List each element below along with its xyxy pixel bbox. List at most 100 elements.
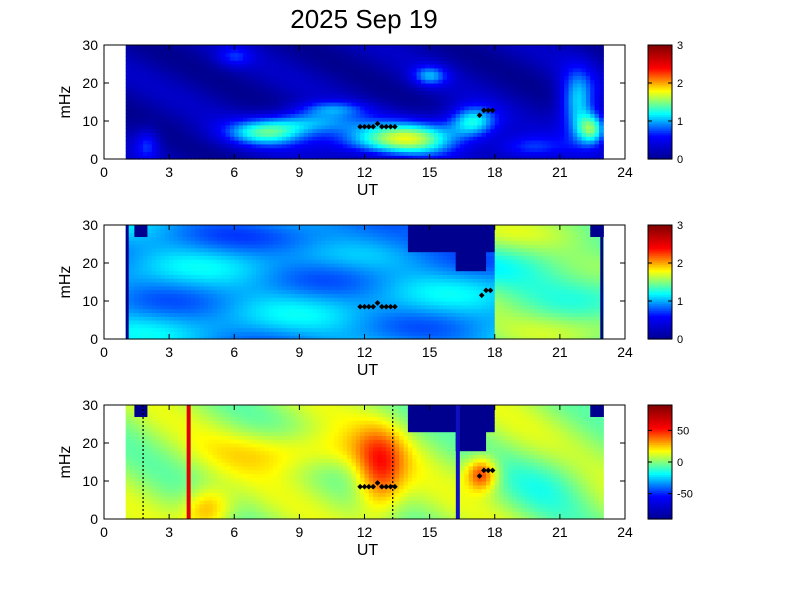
heatmap-cell	[572, 45, 578, 50]
heatmap-cell	[581, 143, 587, 149]
colorbar-segment	[648, 96, 672, 100]
heatmap-cell	[260, 75, 266, 80]
heatmap-cell	[156, 56, 162, 61]
heatmap-cell	[325, 132, 331, 137]
heatmap-cell	[134, 270, 140, 275]
heatmap-cell	[195, 323, 201, 329]
heatmap-cell	[130, 304, 135, 310]
heatmap-cell	[238, 136, 244, 141]
heatmap-cell	[325, 151, 331, 156]
heatmap-cell	[533, 90, 539, 95]
heatmap-cell	[420, 124, 426, 130]
heatmap-cell	[329, 143, 335, 149]
heatmap-cell	[234, 247, 240, 253]
heatmap-cell	[329, 232, 335, 237]
heatmap-cell	[303, 255, 309, 260]
heatmap-cell	[164, 327, 170, 332]
heatmap-cell	[277, 240, 283, 245]
heatmap-cell	[464, 67, 470, 73]
heatmap-cell	[360, 60, 366, 65]
heatmap-cell	[325, 136, 331, 141]
heatmap-cell	[290, 98, 296, 103]
heatmap-cell	[399, 98, 405, 103]
heatmap-cell	[564, 124, 570, 130]
heatmap-cell	[407, 155, 413, 160]
heatmap-cell	[446, 132, 452, 137]
heatmap-cell	[138, 232, 144, 237]
heatmap-cell	[420, 128, 426, 133]
heatmap-cell	[255, 98, 261, 103]
heatmap-cell	[221, 320, 227, 325]
heatmap-cell	[156, 301, 162, 306]
heatmap-cell	[234, 240, 240, 245]
heatmap-cell	[451, 151, 457, 156]
heatmap-cell	[177, 117, 183, 122]
heatmap-cell	[199, 266, 205, 272]
heatmap-cell	[190, 117, 196, 122]
heatmap-cell	[147, 304, 153, 310]
heatmap-cell	[229, 301, 235, 306]
heatmap-cell	[130, 102, 135, 107]
heatmap-cell	[134, 64, 140, 69]
heatmap-cell	[156, 52, 162, 57]
heatmap-cell	[225, 48, 231, 54]
heatmap-cell	[364, 90, 370, 95]
heatmap-cell	[173, 278, 179, 283]
heatmap-cell	[321, 308, 327, 313]
heatmap-cell	[130, 266, 135, 272]
heatmap-cell	[412, 136, 418, 141]
heatmap-cell	[190, 266, 196, 272]
heatmap-cell	[247, 136, 253, 141]
heatmap-cell	[581, 52, 587, 57]
heatmap-cell	[490, 86, 496, 92]
heatmap-cell	[481, 136, 487, 141]
heatmap-cell	[216, 132, 222, 137]
heatmap-cell	[190, 79, 196, 84]
heatmap-cell	[208, 117, 214, 122]
heatmap-cell	[203, 45, 209, 50]
heatmap-cell	[216, 266, 222, 272]
heatmap-cell	[598, 132, 604, 137]
heatmap-cell	[329, 67, 335, 73]
heatmap-cell	[308, 105, 313, 111]
heatmap-cell	[282, 228, 287, 234]
heatmap-cell	[234, 52, 240, 57]
heatmap-cell	[438, 67, 444, 73]
heatmap-cell	[160, 117, 166, 122]
heatmap-cell	[416, 48, 422, 54]
heatmap-cell	[203, 259, 209, 264]
heatmap-cell	[303, 75, 309, 80]
heatmap-cell	[255, 83, 261, 88]
heatmap-cell	[342, 128, 348, 133]
heatmap-cell	[268, 259, 274, 264]
heatmap-cell	[221, 117, 227, 122]
heatmap-cell	[282, 312, 287, 317]
heatmap-cell	[351, 132, 357, 137]
heatmap-cell	[312, 56, 318, 61]
heatmap-cell	[247, 117, 253, 122]
heatmap-cell	[221, 301, 227, 306]
heatmap-cell	[490, 140, 496, 145]
heatmap-cell	[173, 282, 179, 287]
heatmap-cell	[255, 285, 261, 291]
heatmap-cell	[438, 121, 444, 126]
heatmap-cell	[229, 228, 235, 234]
heatmap-cell	[247, 121, 253, 126]
heatmap-cell	[525, 94, 531, 99]
heatmap-cell	[125, 147, 131, 152]
heatmap-cell	[173, 121, 179, 126]
heatmap-cell	[225, 255, 231, 260]
heatmap-cell	[568, 132, 574, 137]
colorbar-segment	[648, 157, 672, 160]
heatmap-cell	[516, 64, 522, 69]
heatmap-cell	[303, 244, 309, 249]
heatmap-cell	[329, 60, 335, 65]
heatmap-cell	[407, 45, 413, 50]
heatmap-cell	[329, 128, 335, 133]
heatmap-cell	[156, 45, 162, 50]
heatmap-cell	[251, 293, 257, 298]
heatmap-cell	[464, 113, 470, 118]
heatmap-cell	[286, 60, 292, 65]
heatmap-cell	[355, 75, 361, 80]
heatmap-cell	[134, 45, 140, 50]
